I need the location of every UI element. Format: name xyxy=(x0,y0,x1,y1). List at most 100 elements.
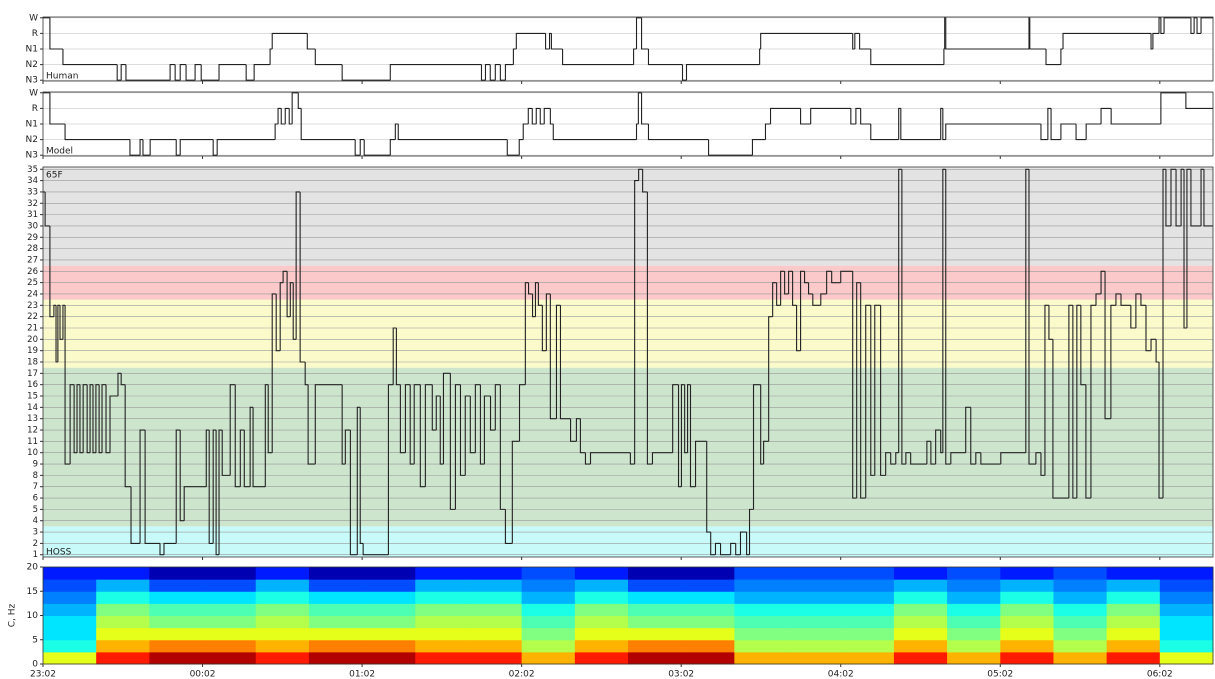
step-segment xyxy=(398,124,507,140)
x-tick-label: 23:02 xyxy=(30,670,56,679)
step-segment xyxy=(117,65,121,81)
heat-cell xyxy=(894,591,948,604)
heat-cell xyxy=(468,579,522,592)
heat-cell xyxy=(1053,628,1107,641)
annotation: Human xyxy=(46,72,78,82)
heat-cell xyxy=(96,579,150,592)
step-segment xyxy=(507,140,519,156)
heat-cell xyxy=(362,616,416,629)
heat-cell xyxy=(575,603,629,616)
heat-cell xyxy=(522,640,576,653)
step-segment xyxy=(553,124,636,140)
heat-cell xyxy=(43,591,97,604)
step-segment xyxy=(765,124,770,140)
step-segment xyxy=(285,108,289,124)
heat-cell xyxy=(256,640,310,653)
step-segment xyxy=(752,140,765,156)
heat-cell xyxy=(96,567,150,580)
heat-cell xyxy=(256,616,310,629)
y-tick-label: 8 xyxy=(33,471,38,481)
heat-cell xyxy=(894,603,948,616)
y-tick-label: 30 xyxy=(27,221,38,231)
heat-cell xyxy=(947,591,1001,604)
heat-cell xyxy=(681,603,735,616)
y-tick-label: 9 xyxy=(33,460,38,470)
step-segment xyxy=(871,124,899,140)
step-segment xyxy=(315,49,342,65)
heat-cell xyxy=(1160,579,1214,592)
heat-cell xyxy=(96,628,150,641)
step-segment xyxy=(1063,33,1151,49)
heat-cell xyxy=(522,603,576,616)
heat-cell xyxy=(1000,616,1054,629)
heat-cell xyxy=(203,616,257,629)
step-segment xyxy=(760,49,761,65)
step-segment xyxy=(495,65,500,81)
heat-cell xyxy=(628,579,682,592)
heat-cell xyxy=(1107,591,1161,604)
y-tick-label: 4 xyxy=(33,516,38,526)
y-tick-label: 15 xyxy=(27,392,38,402)
heat-cell xyxy=(362,591,416,604)
heat-cell xyxy=(362,603,416,616)
y-tick-label: 35 xyxy=(27,165,38,175)
heat-cell xyxy=(43,579,97,592)
heat-cell xyxy=(1160,567,1214,580)
step-segment xyxy=(360,140,364,156)
step-segment xyxy=(513,49,516,65)
heat-cell xyxy=(149,567,203,580)
heat-cell xyxy=(43,616,97,629)
y-axis-label: C, Hz xyxy=(8,603,18,627)
heat-cell xyxy=(628,652,682,665)
heat-cell xyxy=(894,628,948,641)
step-segment xyxy=(390,65,481,81)
step-segment xyxy=(65,124,130,140)
heat-cell xyxy=(203,579,257,592)
y-tick-label: 5 xyxy=(33,505,38,515)
heat-cell xyxy=(788,579,842,592)
step-segment xyxy=(355,140,360,156)
heat-cell xyxy=(96,652,150,665)
heat-cell xyxy=(468,603,522,616)
heat-cell xyxy=(788,603,842,616)
step-segment xyxy=(811,108,851,124)
heat-cell xyxy=(1000,603,1054,616)
y-tick-label: 13 xyxy=(27,414,38,424)
heat-cell xyxy=(468,616,522,629)
heat-cell xyxy=(788,628,842,641)
step-segment xyxy=(1101,108,1111,124)
step-segment xyxy=(175,65,180,81)
heat-cell xyxy=(309,616,363,629)
page: {"chart_data": [ {"type": "step", "xlim"… xyxy=(0,0,1215,679)
heat-cell xyxy=(309,591,363,604)
y-tick-label: N3 xyxy=(26,76,38,86)
step-segment xyxy=(801,108,811,124)
y-tick-label: 23 xyxy=(27,301,38,311)
heat-cell xyxy=(362,628,416,641)
heat-cell xyxy=(841,628,895,641)
heat-cell xyxy=(522,628,576,641)
heat-cell xyxy=(734,603,788,616)
step-segment xyxy=(281,108,285,124)
heat-cell xyxy=(96,603,150,616)
step-segment xyxy=(687,65,760,81)
step-segment xyxy=(855,33,860,49)
heat-cell xyxy=(628,603,682,616)
x-tick-label: 00:02 xyxy=(190,670,216,679)
y-tick-label: 6 xyxy=(33,494,38,504)
heat-cell xyxy=(947,616,1001,629)
x-tick-label: 04:02 xyxy=(828,670,854,679)
step-segment xyxy=(637,124,639,140)
heat-cell xyxy=(894,579,948,592)
heat-cell xyxy=(415,628,469,641)
heat-cell xyxy=(1160,640,1214,653)
heat-cell xyxy=(1107,567,1161,580)
heat-cell xyxy=(256,652,310,665)
heat-cell xyxy=(415,616,469,629)
step-segment xyxy=(563,49,634,65)
step-segment xyxy=(121,65,126,81)
heat-cell xyxy=(362,652,416,665)
step-segment xyxy=(532,108,536,124)
heat-cell xyxy=(1053,579,1107,592)
step-segment xyxy=(546,33,550,49)
